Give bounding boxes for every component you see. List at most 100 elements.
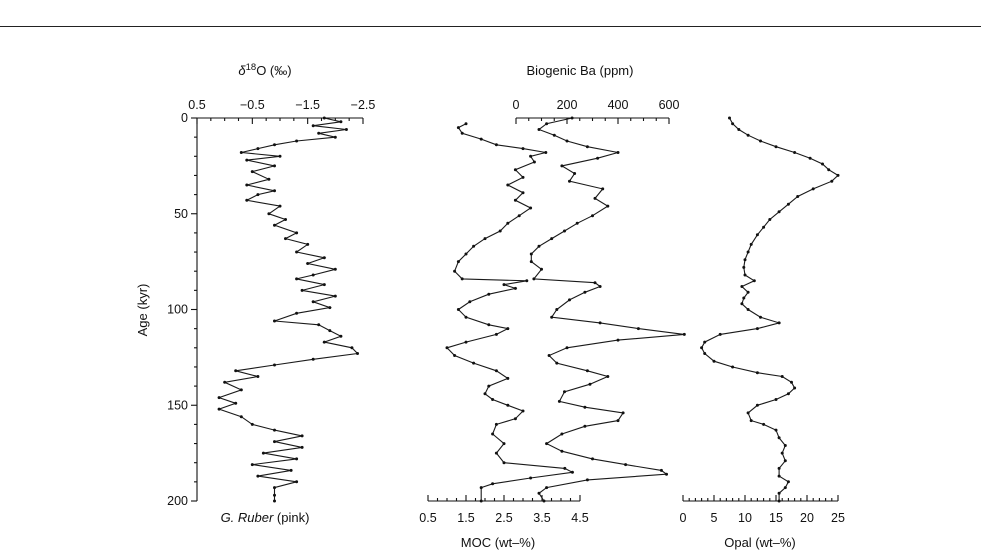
- opal-axis-title: Opal (wt–%): [724, 535, 796, 550]
- d18o-data-point: [273, 486, 276, 490]
- opal-data-point: [777, 499, 781, 503]
- ba-tick-label: 600: [659, 98, 680, 112]
- ba-data-point: [568, 298, 571, 302]
- ba-axis-title: Biogenic Ba (ppm): [527, 63, 634, 78]
- d18o-title-symbol: δ: [238, 63, 246, 78]
- moc-data-point: [506, 327, 510, 331]
- opal-data-point: [737, 128, 741, 131]
- d18o-data-point: [295, 457, 299, 461]
- d18o-caption-italic: G. Ruber: [221, 510, 274, 525]
- ba-data-point: [550, 315, 554, 319]
- d18o-data-point: [273, 223, 276, 227]
- opal-data-point: [827, 168, 831, 172]
- d18o-data-point: [311, 300, 315, 304]
- moc-data-point: [532, 160, 536, 164]
- age-tick-label: 100: [167, 303, 188, 317]
- moc-data-point: [494, 451, 498, 455]
- opal-data-point: [746, 290, 750, 294]
- moc-axis-title: MOC (wt–%): [461, 535, 535, 550]
- d18o-data-point: [261, 451, 265, 455]
- d18o-data-point: [239, 415, 243, 419]
- moc-data-point: [521, 409, 525, 413]
- d18o-data-point: [273, 189, 276, 193]
- d18o-data-point: [333, 294, 337, 298]
- d18o-data-point: [245, 198, 249, 202]
- moc-data-point: [483, 237, 487, 241]
- opal-data-point: [755, 233, 759, 237]
- opal-series: [700, 116, 840, 503]
- moc-data-point: [479, 137, 483, 141]
- d18o-data-point: [333, 135, 337, 139]
- moc-data-point: [494, 422, 498, 426]
- d18o-data-point: [356, 352, 359, 355]
- d18o-data-point: [289, 468, 293, 472]
- moc-data-point: [570, 470, 574, 474]
- age-tick-label: 200: [167, 494, 188, 508]
- moc-data-point: [487, 384, 491, 388]
- d18o-data-point: [350, 346, 354, 350]
- opal-data-point: [793, 151, 797, 154]
- d18o-data-point: [273, 363, 276, 367]
- d18o-data-point: [278, 154, 282, 158]
- ba-data-point: [545, 122, 549, 126]
- moc-data-point: [456, 126, 460, 130]
- d18o-series: [217, 116, 359, 503]
- opal-data-point: [777, 466, 781, 470]
- d18o-data-point: [328, 329, 332, 333]
- moc-data-point: [517, 214, 521, 218]
- opal-series-line: [700, 117, 839, 501]
- opal-tick-label: 0: [680, 511, 687, 525]
- ba-data-point: [606, 204, 610, 208]
- moc-data-point: [453, 354, 457, 357]
- moc-data-point: [506, 183, 510, 187]
- opal-data-point: [746, 411, 750, 415]
- opal-data-point: [746, 250, 750, 254]
- d18o-data-point: [284, 218, 287, 221]
- d18o-data-point: [234, 369, 238, 373]
- opal-data-point: [762, 422, 766, 426]
- d18o-data-point: [322, 116, 326, 120]
- opal-data-point: [786, 480, 790, 484]
- ba-data-point: [547, 354, 551, 357]
- moc-data-point: [506, 221, 510, 225]
- opal-data-point: [755, 327, 759, 331]
- moc-data-point: [521, 191, 525, 195]
- d18o-data-point: [311, 273, 315, 277]
- d18o-axis-title: δ18O (‰): [238, 62, 291, 78]
- d18o-data-point: [300, 434, 304, 438]
- ba-series-line: [530, 117, 685, 502]
- d18o-caption: G. Ruber (pink): [221, 510, 310, 525]
- ba-data-point: [570, 116, 574, 120]
- age-axis-ticks: 0 50 100 150 200: [167, 111, 197, 508]
- ba-data-point: [585, 145, 589, 149]
- ba-data-point: [616, 151, 620, 154]
- d18o-data-point: [306, 262, 310, 265]
- moc-data-point: [521, 175, 525, 179]
- d18o-data-point: [250, 422, 254, 426]
- moc-data-point: [483, 392, 487, 396]
- ba-data-point: [665, 472, 668, 476]
- ba-data-point: [598, 321, 602, 325]
- moc-data-point: [513, 286, 517, 290]
- moc-data-point: [456, 308, 460, 311]
- d18o-data-point: [239, 388, 243, 392]
- ba-data-point: [563, 229, 566, 233]
- ba-data-point: [596, 156, 600, 160]
- moc-data-point: [513, 198, 517, 202]
- d18o-data-point: [317, 323, 321, 327]
- d18o-data-point: [295, 311, 299, 315]
- ba-data-point: [598, 285, 602, 288]
- ba-tick-label: 0: [513, 98, 520, 112]
- ba-data-point: [583, 424, 587, 428]
- moc-data-point: [472, 244, 476, 248]
- d18o-axis: 0.5 −0.5 −1.5 −2.5 δ18O (‰) G. Ruber (pink): [188, 62, 375, 525]
- d18o-data-point: [328, 306, 332, 310]
- ba-data-point: [563, 390, 566, 394]
- opal-data-point: [808, 156, 812, 160]
- opal-data-point: [749, 242, 753, 246]
- opal-data-point: [728, 116, 731, 120]
- moc-data-point: [460, 131, 464, 135]
- opal-data-point: [821, 162, 824, 166]
- ba-data-point: [588, 382, 592, 386]
